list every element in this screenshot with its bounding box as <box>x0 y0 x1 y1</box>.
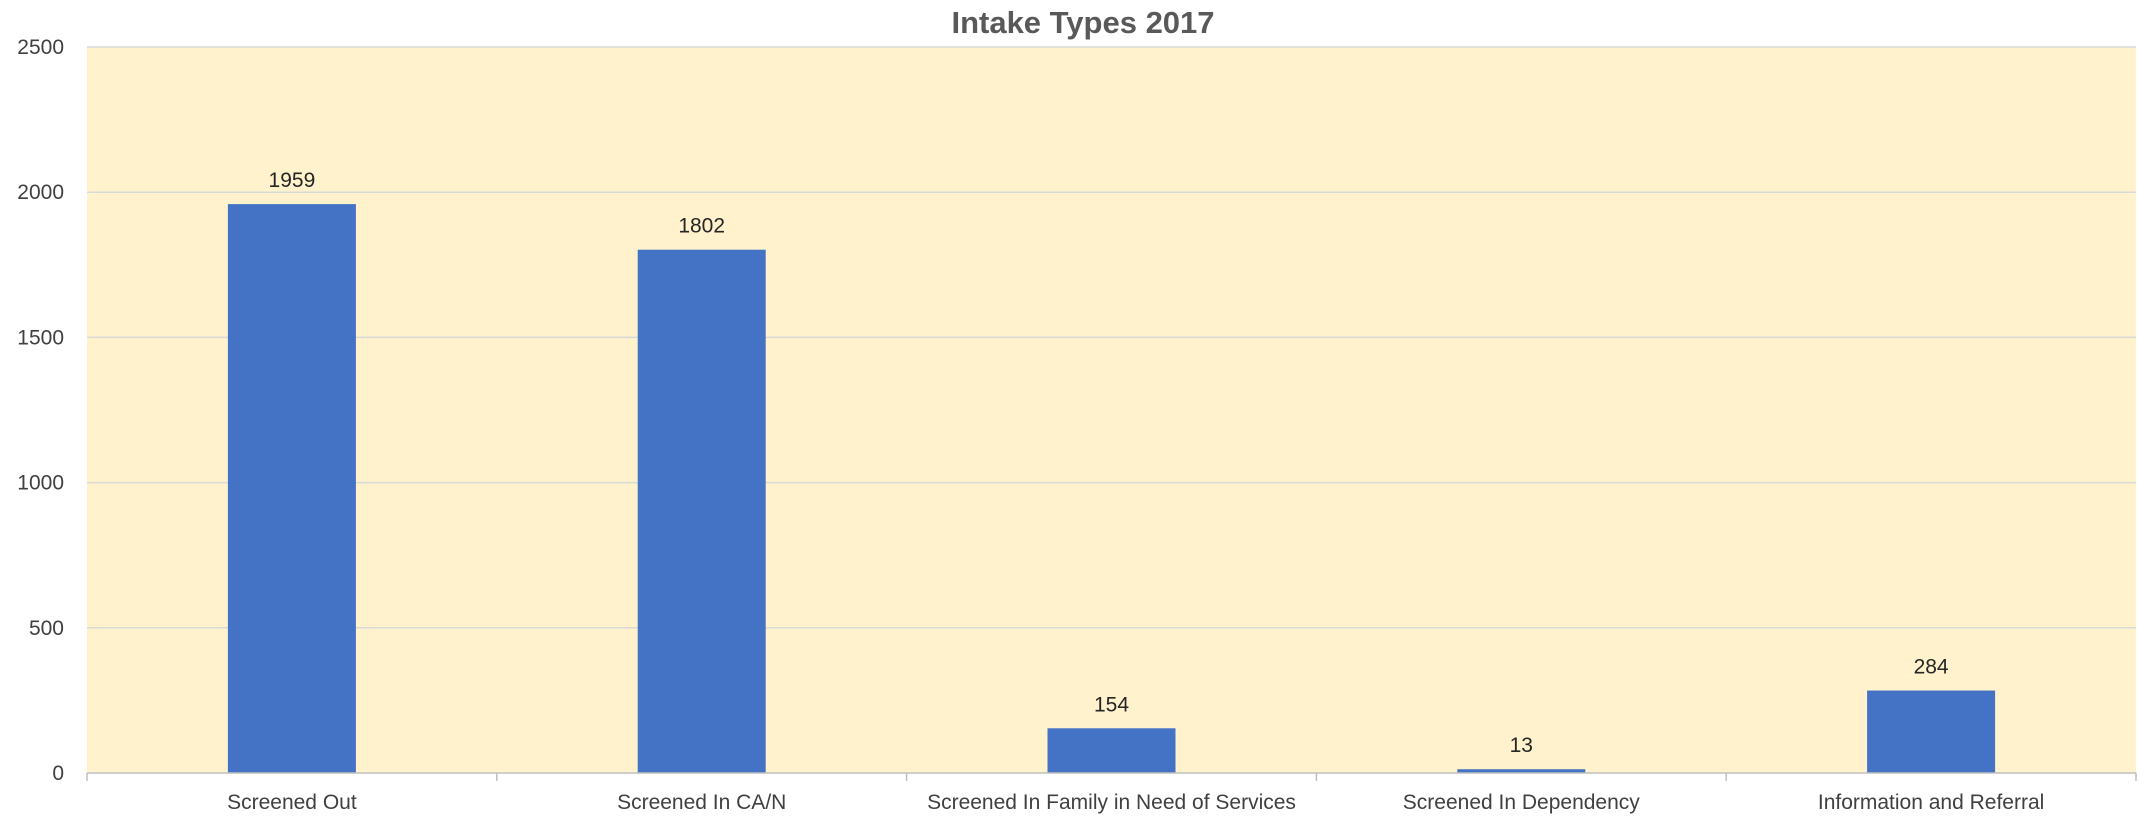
y-tick-label: 2500 <box>17 36 64 59</box>
data-label: 284 <box>1914 656 1949 679</box>
y-tick-label: 2000 <box>17 181 64 204</box>
category-label: Information and Referral <box>1818 791 2044 814</box>
category-label: Screened In CA/N <box>617 791 786 814</box>
y-axis-ticks: 0 500 1000 1500 2000 2500 <box>17 36 64 785</box>
y-tick-label: 0 <box>52 762 64 785</box>
data-label: 1959 <box>269 169 316 192</box>
bars <box>227 204 1996 774</box>
data-label: 1802 <box>678 215 725 238</box>
x-axis: Screened Out Screened In CA/N Screened In … <box>86 772 2137 814</box>
data-labels: 1959 1802 154 13 284 <box>269 169 1949 757</box>
y-tick-label: 500 <box>29 617 64 640</box>
y-tick-label: 1500 <box>17 326 64 349</box>
y-tick-label: 1000 <box>17 472 64 495</box>
category-label: Screened Out <box>227 791 357 814</box>
bar <box>1867 690 1996 773</box>
bar <box>637 249 766 773</box>
bar <box>1047 728 1176 773</box>
bar <box>227 204 356 774</box>
gridlines <box>87 46 2136 629</box>
chart-title: Intake Types 2017 <box>951 5 1214 40</box>
category-label: Screened In Dependency <box>1403 791 1640 814</box>
data-label: 154 <box>1094 693 1129 716</box>
category-label: Screened In Family in Need of Services <box>927 791 1296 814</box>
data-label: 13 <box>1510 734 1533 757</box>
bar <box>1457 769 1586 773</box>
plot-area <box>87 47 2136 773</box>
